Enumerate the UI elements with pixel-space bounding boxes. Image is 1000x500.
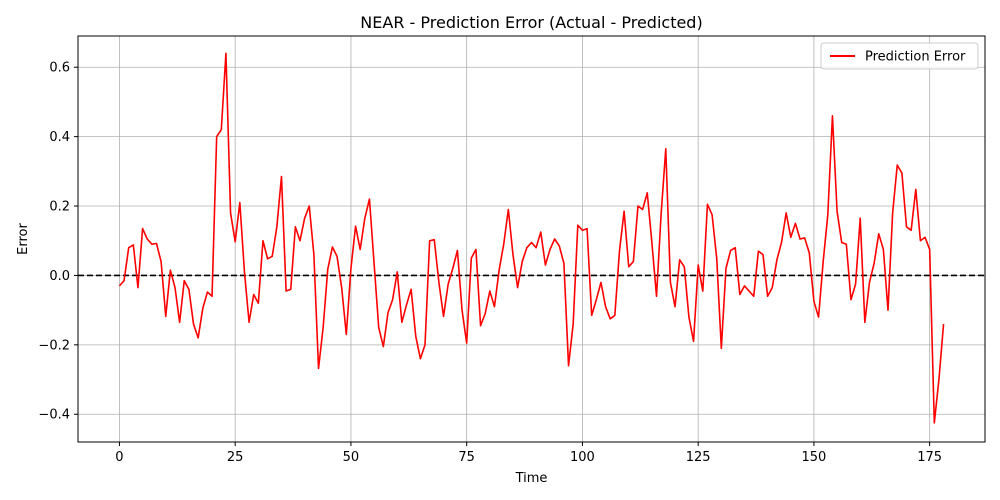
y-tick-label: 0.2 [49, 200, 70, 215]
chart-title: NEAR - Prediction Error (Actual - Predic… [360, 13, 702, 32]
x-tick-label: 0 [115, 450, 123, 465]
x-tick-label: 25 [227, 450, 244, 465]
y-tick-label: 0.4 [49, 130, 70, 145]
legend-label: Prediction Error [865, 50, 966, 65]
y-tick-label: 0.6 [49, 61, 70, 76]
y-axis-ticks: −0.4 −0.2 0.0 0.2 0.4 0.6 [38, 61, 78, 423]
x-tick-label: 75 [458, 450, 475, 465]
x-tick-label: 125 [686, 450, 711, 465]
x-tick-label: 50 [343, 450, 360, 465]
series-layer [118, 52, 945, 424]
plot-area-frame [77, 35, 986, 443]
legend: Prediction Error [820, 42, 979, 70]
series-line-prediction-error [118, 52, 945, 424]
y-axis-label: Error [16, 223, 31, 255]
x-axis-label: Time [515, 471, 548, 486]
y-tick-label: −0.2 [38, 338, 70, 353]
x-tick-label: 100 [570, 450, 595, 465]
x-tick-label: 150 [802, 450, 827, 465]
legend-box [820, 42, 979, 70]
y-tick-label: 0.0 [49, 269, 70, 284]
x-axis-ticks: 0 25 50 75 100 125 150 175 [115, 442, 942, 465]
x-tick-label: 175 [917, 450, 942, 465]
y-tick-label: −0.4 [38, 408, 70, 423]
